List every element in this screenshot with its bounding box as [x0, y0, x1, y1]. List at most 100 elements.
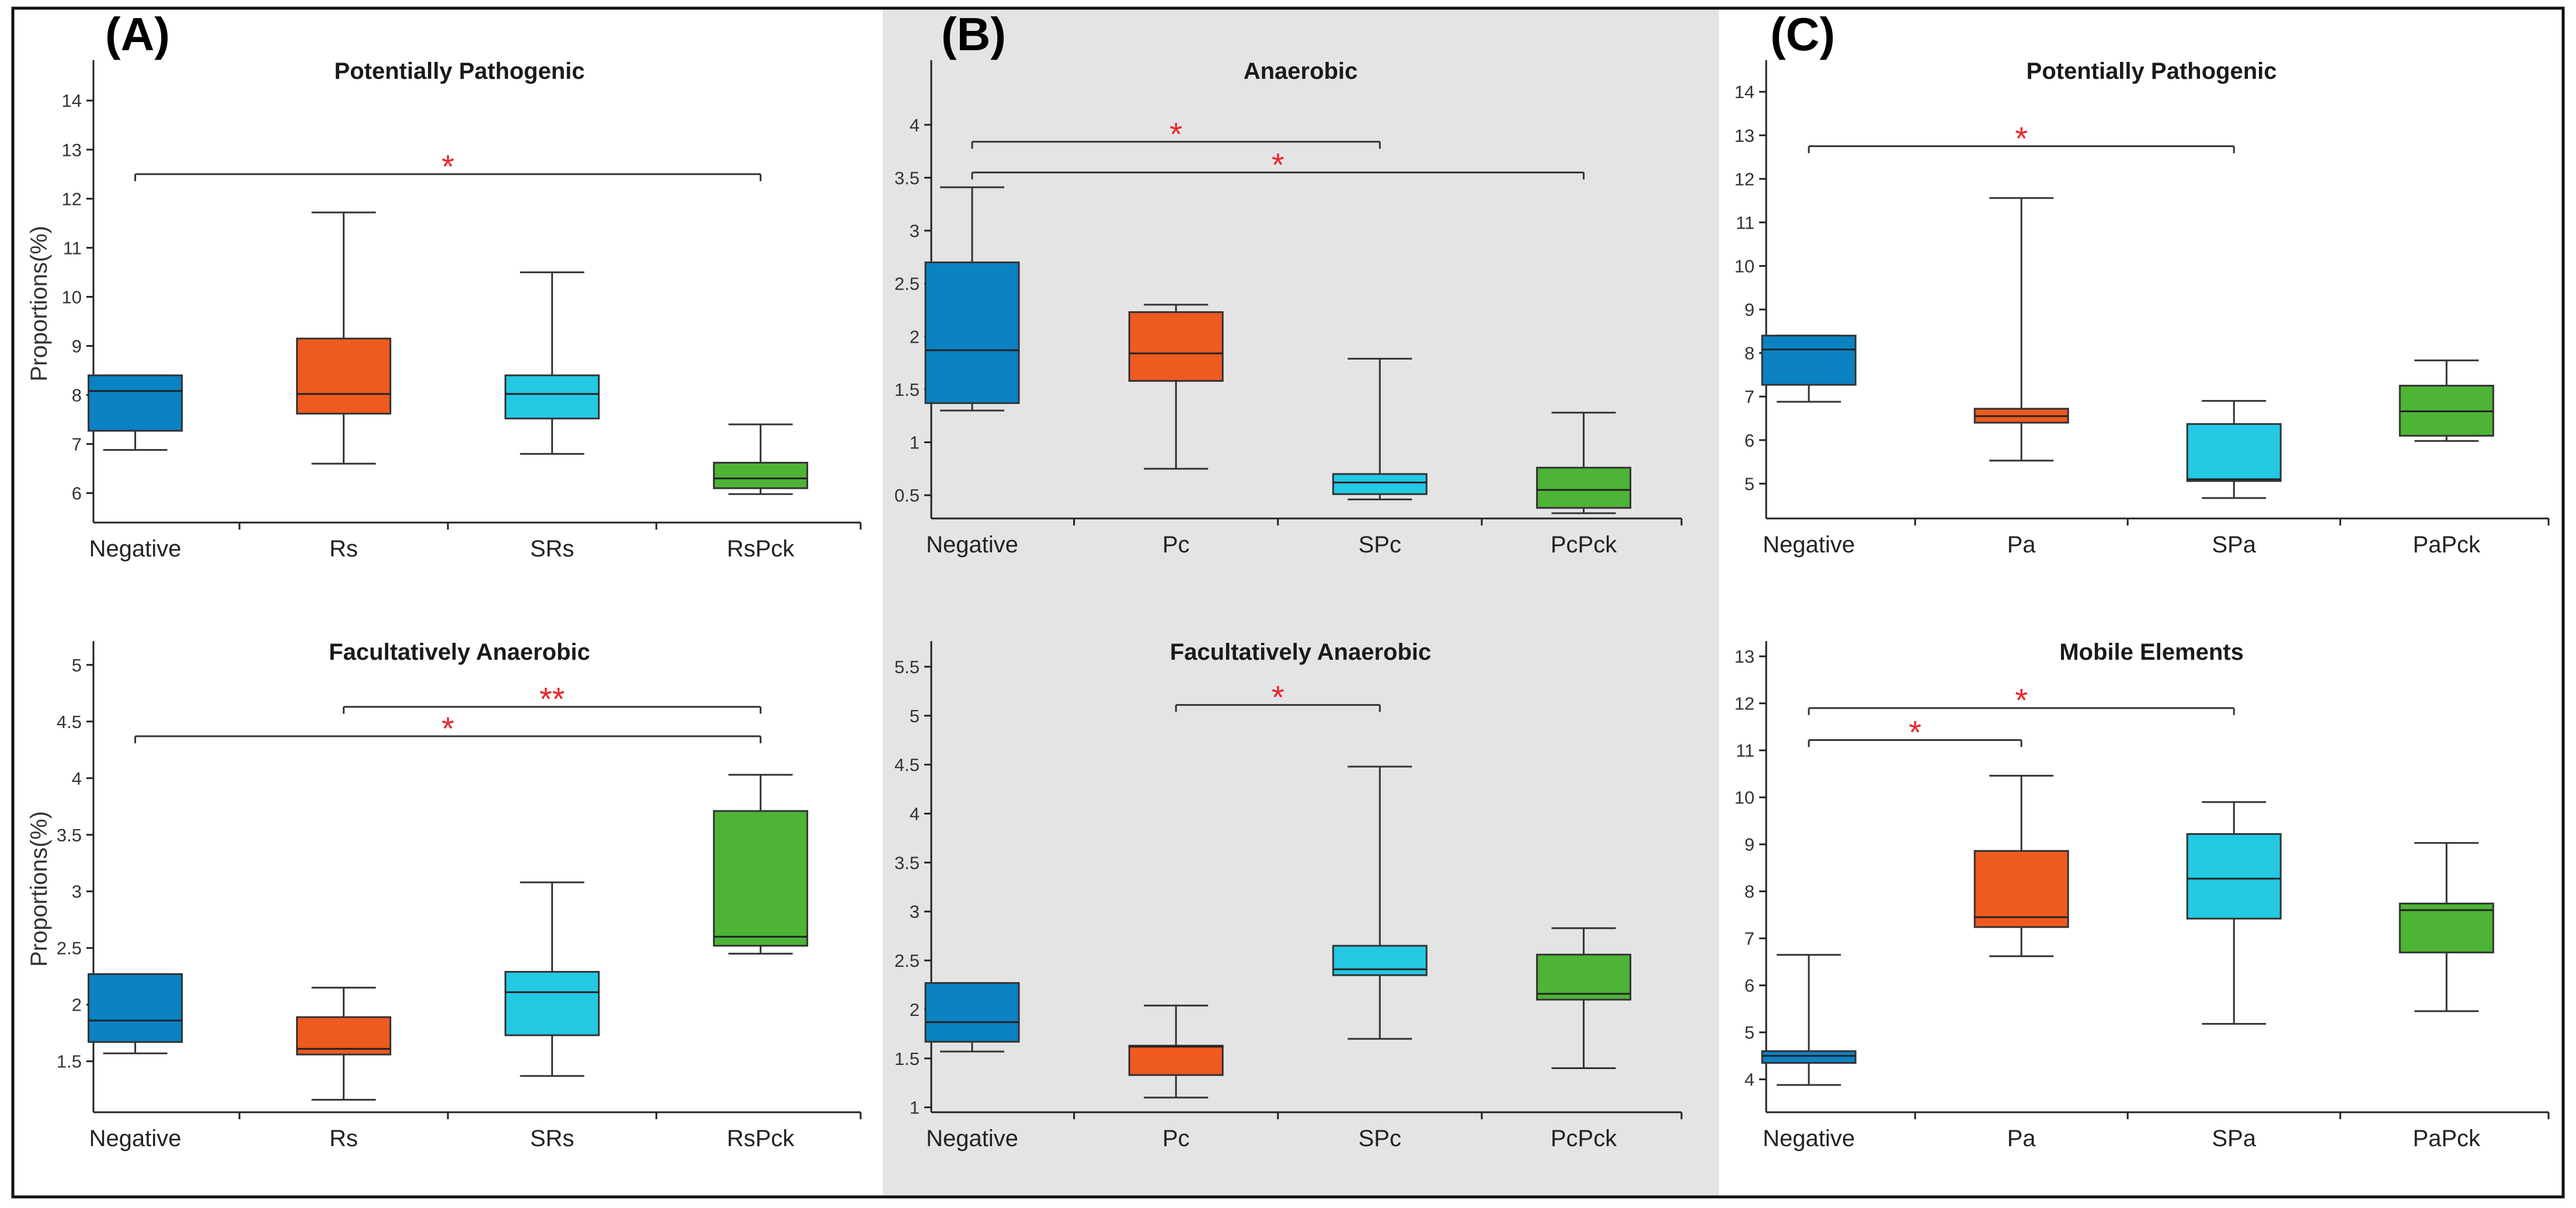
y-tick-label: 6 — [1745, 430, 1755, 451]
box-iqr — [2399, 903, 2494, 953]
box-group — [296, 211, 392, 465]
box-iqr — [1973, 850, 2069, 928]
y-tick-label: 11 — [1736, 740, 1755, 761]
box-iqr — [1761, 335, 1857, 386]
x-tick-label: Negative — [1763, 1126, 1855, 1151]
y-tick-label: 14 — [62, 90, 82, 111]
box-iqr — [504, 970, 600, 1036]
y-tick-label: 3 — [910, 221, 920, 241]
y-tick-label: 10 — [62, 287, 82, 307]
box-group — [1332, 357, 1428, 500]
boxplot-chart: Facultatively Anaerobic 1.5 2 2.5 3 3.5 4 4.5 5 P… — [26, 639, 862, 1151]
x-tick-label: Negative — [926, 1126, 1018, 1151]
box-group — [2186, 801, 2282, 1025]
y-tick-label: 3.5 — [894, 852, 920, 873]
y-tick-label: 2 — [72, 995, 82, 1015]
chart-title: Facultatively Anaerobic — [329, 639, 590, 665]
y-tick-label: 9 — [1745, 300, 1755, 320]
y-tick-label: 2 — [910, 326, 920, 347]
y-tick-label: 13 — [62, 140, 82, 160]
y-tick-label: 1.5 — [894, 380, 920, 400]
box-group — [1536, 927, 1631, 1070]
panel-label-c: (C) — [1770, 8, 1835, 60]
y-tick-label: 12 — [1735, 169, 1755, 189]
plots: Potentially Pathogenic67891011121314Prop… — [26, 58, 2550, 1151]
significance-label: * — [441, 710, 454, 747]
box-group — [1128, 1004, 1224, 1099]
y-tick-label: 13 — [1735, 126, 1755, 146]
box-group — [296, 987, 392, 1101]
boxplot-chart: Potentially Pathogenic 6 7 8 9 10 11 12 13 14 Prop… — [26, 58, 862, 562]
panel-label-b: (B) — [941, 8, 1006, 60]
significance-label: * — [1272, 678, 1284, 715]
x-tick-label: Pc — [1162, 1126, 1190, 1151]
box-iqr — [1332, 945, 1428, 976]
box-iqr — [296, 337, 392, 415]
box-group — [713, 423, 809, 495]
box-iqr — [924, 261, 1020, 404]
y-tick-label: 1 — [910, 1098, 920, 1118]
y-tick-label: 3 — [72, 882, 82, 902]
box-group — [2399, 842, 2494, 1012]
y-tick-label: 14 — [1735, 82, 1755, 102]
box-group — [924, 982, 1020, 1053]
significance-label: ** — [539, 681, 565, 718]
significance-label: * — [1909, 713, 1921, 750]
box-group — [1973, 775, 2069, 958]
y-tick-label: 5 — [910, 706, 920, 726]
significance-label: * — [1169, 116, 1182, 152]
x-tick-label: SPc — [1359, 1126, 1401, 1151]
significance-label: * — [2015, 120, 2028, 156]
box-iqr — [504, 374, 600, 420]
box-group — [1973, 197, 2069, 462]
x-tick-label: RsPck — [727, 1126, 795, 1151]
y-tick-label: 8 — [1745, 882, 1755, 902]
x-tick-label: SPa — [2212, 532, 2256, 558]
y-tick-label: 0.5 — [894, 485, 920, 506]
y-tick-label: 2.5 — [57, 938, 82, 959]
boxplot-chart: Anaerobic 0.5 1 1.5 2 2.5 3 3.5 4 Negative Pc SPc Pc… — [894, 58, 1683, 558]
x-tick-label: Negative — [1763, 532, 1855, 558]
y-tick-label: 12 — [62, 189, 82, 209]
x-tick-label: Pa — [2007, 1126, 2037, 1151]
x-tick-label: PaPck — [2413, 1126, 2481, 1151]
y-tick-label: 4 — [72, 768, 82, 789]
y-tick-label: 3.5 — [57, 825, 82, 845]
x-tick-label: Rs — [329, 536, 358, 562]
y-tick-label: 3 — [910, 901, 920, 922]
box-group — [1536, 412, 1631, 514]
chart-title: Potentially Pathogenic — [335, 58, 585, 84]
x-tick-label: PaPck — [2413, 532, 2481, 558]
y-tick-label: 4 — [1745, 1070, 1755, 1090]
y-tick-label: 6 — [1745, 976, 1755, 996]
y-tick-label: 2.5 — [894, 274, 920, 294]
y-tick-label: 1 — [910, 433, 920, 453]
y-tick-label: 5 — [1745, 1022, 1755, 1043]
box-iqr — [1536, 467, 1631, 509]
box-group — [88, 973, 183, 1054]
box-group — [1761, 953, 1857, 1086]
y-tick-label: 4 — [910, 803, 920, 824]
y-tick-label: 9 — [1745, 834, 1755, 855]
y-axis-label: Proportions(%) — [26, 226, 52, 382]
box-group — [504, 881, 600, 1077]
y-axis-label: Proportions(%) — [26, 811, 52, 967]
significance-label: * — [2015, 682, 2028, 719]
y-tick-label: 2.5 — [894, 951, 920, 971]
x-tick-label: SRs — [530, 536, 575, 562]
x-tick-label: PcPck — [1551, 532, 1617, 558]
x-tick-label: Pc — [1162, 532, 1190, 558]
y-tick-label: 1.5 — [57, 1052, 82, 1072]
chart-title: Mobile Elements — [2059, 639, 2244, 665]
x-tick-label: Negative — [89, 1126, 182, 1151]
box-group — [2186, 400, 2282, 499]
x-tick-label: SPa — [2212, 1126, 2256, 1151]
y-tick-label: 6 — [72, 483, 82, 504]
y-tick-label: 7 — [1745, 928, 1755, 949]
x-tick-label: Pa — [2007, 532, 2037, 558]
panel-label-a: (A) — [105, 8, 170, 60]
box-group — [1761, 335, 1857, 403]
y-tick-label: 5.5 — [894, 657, 920, 677]
x-tick-label: Negative — [89, 536, 182, 562]
box-iqr — [1761, 1050, 1857, 1064]
